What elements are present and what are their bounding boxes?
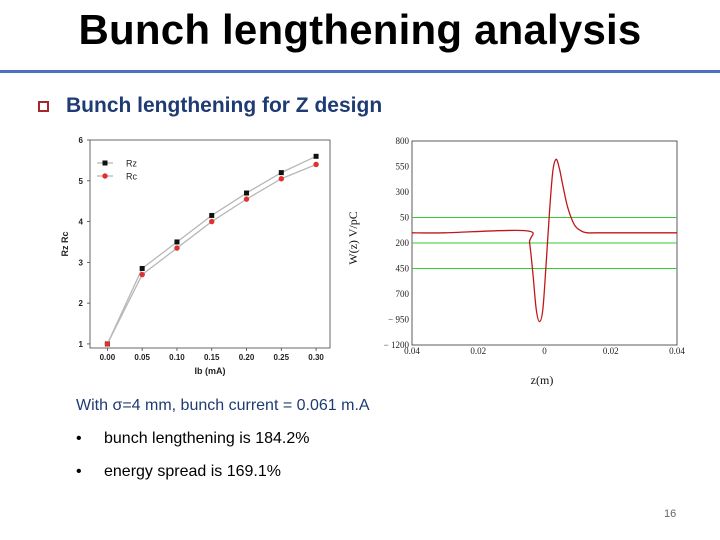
series-line-rc xyxy=(106,163,317,345)
plot-frame xyxy=(89,139,331,349)
bullet-item: • energy spread is 169.1% xyxy=(76,463,281,481)
data-point-rc xyxy=(174,245,180,251)
legend-marker xyxy=(102,160,108,166)
bullet-text: bunch lengthening is 184.2% xyxy=(104,430,310,447)
data-point-rz xyxy=(174,239,180,245)
y-tick-label: 4 xyxy=(79,218,84,227)
y-tick-label: − 950 xyxy=(388,315,409,325)
square-bullet-icon xyxy=(38,101,49,112)
y-tick-label: − 1200 xyxy=(384,340,410,350)
x-tick-label: 0.02 xyxy=(470,346,486,356)
legend-marker xyxy=(102,173,108,179)
x-tick-label: 0.05 xyxy=(134,353,150,362)
y-axis-label: W(z) V/pC xyxy=(346,211,360,264)
x-tick-label: 0.04 xyxy=(404,346,420,356)
bullet-item: • bunch lengthening is 184.2% xyxy=(76,430,310,448)
y-tick-label: 300 xyxy=(396,187,410,197)
data-point-rz xyxy=(139,265,145,271)
data-point-rz xyxy=(244,190,250,196)
y-axis-label: Rz Rc xyxy=(60,231,70,256)
y-tick-label: 800 xyxy=(396,136,410,146)
bullet-text: energy spread is 169.1% xyxy=(104,463,281,480)
x-tick-label: 0.02 xyxy=(603,346,619,356)
data-point-rc xyxy=(104,341,111,347)
x-tick-label: 0.04 xyxy=(669,346,685,356)
y-tick-label: 200 xyxy=(396,238,410,248)
y-tick-label: 2 xyxy=(79,299,84,308)
data-point-rc xyxy=(209,218,215,225)
y-tick-label: 550 xyxy=(396,162,410,172)
data-point-rc xyxy=(278,176,285,182)
data-point-rc xyxy=(243,196,250,202)
data-point-rz xyxy=(313,153,319,159)
section-heading: Bunch lengthening for Z design xyxy=(66,94,383,117)
x-tick-label: 0 xyxy=(542,346,547,356)
caption-text: With σ=4 mm, bunch current = 0.061 m.A xyxy=(76,397,370,414)
data-point-rz xyxy=(278,170,284,176)
y-tick-label: 450 xyxy=(396,264,410,274)
x-tick-label: 0.25 xyxy=(274,353,290,362)
x-axis-label: z(m) xyxy=(531,373,554,387)
x-tick-label: 0.30 xyxy=(308,353,324,362)
data-point-rc xyxy=(313,161,319,168)
slide-title: Bunch lengthening analysis xyxy=(78,6,642,53)
wake-curve xyxy=(411,158,677,323)
y-tick-label: 50 xyxy=(400,213,410,223)
title-divider xyxy=(0,70,720,73)
y-tick-label: 700 xyxy=(396,289,410,299)
bullet-dot: • xyxy=(76,463,82,480)
page-number: 16 xyxy=(664,508,677,520)
legend-label: Rc xyxy=(126,172,137,182)
data-point-rz xyxy=(209,212,215,218)
x-tick-label: 0.15 xyxy=(204,353,220,362)
y-tick-label: 6 xyxy=(79,136,84,145)
bullet-dot: • xyxy=(76,430,82,447)
x-tick-label: 0.00 xyxy=(100,353,116,362)
y-tick-label: 1 xyxy=(79,340,84,349)
data-point-rc xyxy=(139,271,145,278)
x-tick-label: 0.10 xyxy=(169,353,185,362)
x-tick-label: 0.20 xyxy=(239,353,255,362)
y-tick-label: 5 xyxy=(79,177,84,186)
y-tick-label: 3 xyxy=(79,258,84,267)
legend-label: Rz xyxy=(126,159,137,169)
x-axis-label: Ib (mA) xyxy=(195,366,226,376)
series-line-rz xyxy=(106,155,317,345)
